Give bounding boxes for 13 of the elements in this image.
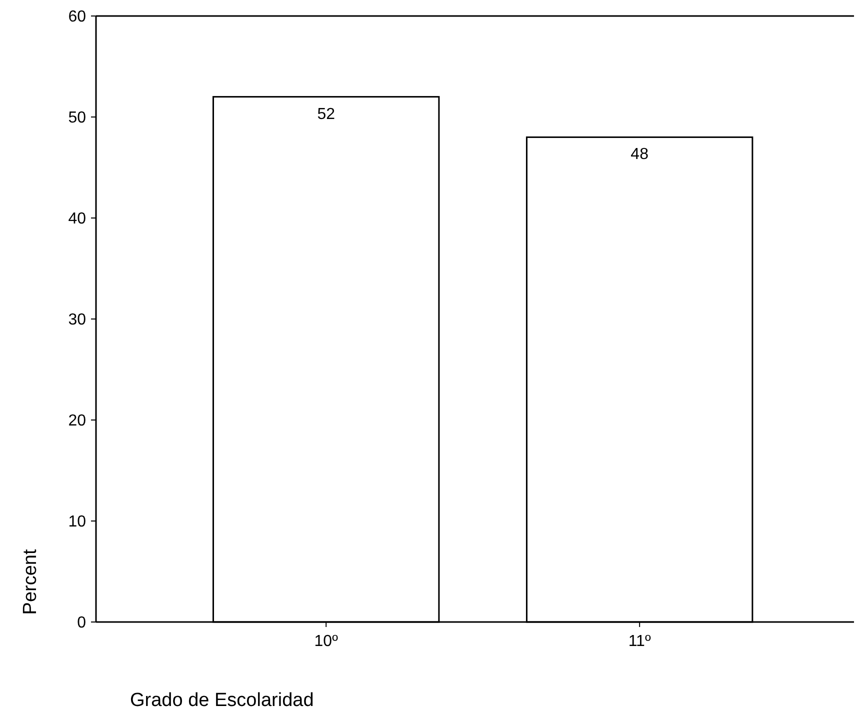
y-tick-label: 30 [68, 312, 86, 329]
data-label: 52 [317, 106, 336, 123]
y-tick-label: 0 [77, 614, 86, 632]
x-axis-title: Grado de Escolaridad [130, 690, 314, 711]
x-tick-label: 10º [314, 633, 338, 650]
y-tick-label: 20 [68, 412, 86, 430]
x-tick-label: 11º [628, 633, 651, 650]
data-label: 48 [630, 146, 649, 164]
y-axis-title: Percent [20, 548, 41, 615]
y-tick-label: 10 [68, 514, 86, 531]
y-tick-label: 50 [68, 110, 86, 127]
y-tick-label: 40 [68, 210, 86, 228]
y-tick-label: 60 [68, 8, 86, 26]
